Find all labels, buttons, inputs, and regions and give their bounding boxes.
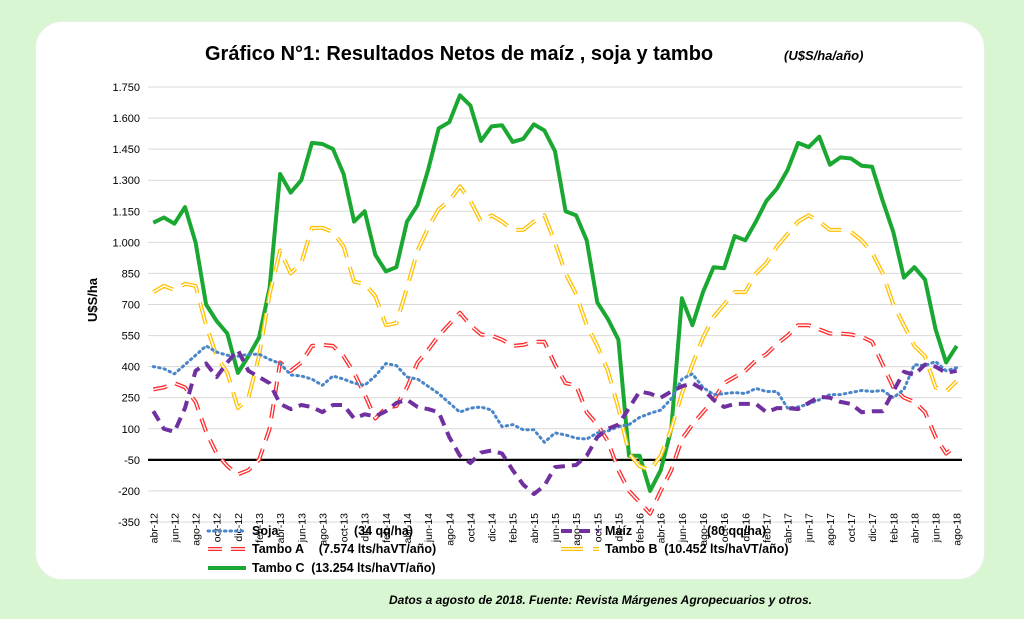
- x-tick-label: ago-17: [825, 513, 837, 546]
- y-tick-label: 1.150: [112, 206, 140, 218]
- legend-detail: (13.254 lts/haVT/año): [311, 561, 435, 575]
- x-tick-label: oct-15: [592, 513, 604, 542]
- y-tick-label: 850: [122, 268, 140, 280]
- y-tick-label: 700: [122, 300, 140, 312]
- y-axis-ticks: -350 -200 -50 100 250 400 550 700 850 1.000 1.150 1…: [112, 82, 140, 529]
- x-tick-label: feb-17: [761, 513, 773, 543]
- y-tick-label: 100: [122, 424, 140, 436]
- x-tick-label: dic-12: [233, 513, 245, 542]
- x-tick-label: oct-14: [465, 513, 477, 542]
- x-tick-label: oct-13: [339, 513, 351, 542]
- x-tick-label: abr-16: [656, 513, 668, 544]
- source-note: Datos a agosto de 2018. Fuente: Revista …: [389, 593, 812, 607]
- series-line-tambo-a: [152, 310, 958, 516]
- x-tick-label: ago-16: [698, 513, 710, 546]
- series-line-inner: [152, 185, 958, 471]
- x-tick-label: jun-14: [423, 513, 435, 543]
- x-tick-label: dic-13: [360, 513, 372, 542]
- x-tick-label: abr-15: [529, 513, 541, 544]
- x-tick-label: abr-18: [909, 513, 921, 544]
- y-tick-label: 1.450: [112, 144, 140, 156]
- x-tick-label: ago-12: [191, 513, 203, 546]
- x-tick-label: feb-18: [888, 513, 900, 543]
- y-tick-label: 550: [122, 331, 140, 343]
- x-tick-label: ago-13: [317, 513, 329, 546]
- x-tick-label: jun-17: [804, 513, 816, 543]
- gridlines: [148, 86, 962, 523]
- x-tick-label: oct-17: [846, 513, 858, 542]
- y-tick-label: 1.000: [112, 237, 140, 249]
- x-tick-label: feb-16: [635, 513, 647, 543]
- chart-panel: [36, 22, 984, 579]
- y-tick-label: -200: [118, 486, 140, 498]
- x-tick-label: dic-17: [867, 513, 879, 542]
- legend-detail: (34 qq/ha): [354, 524, 413, 538]
- x-tick-label: jun-18: [931, 513, 943, 543]
- legend-detail: (10.452 lts/haVT/año): [664, 542, 788, 556]
- y-tick-label: -350: [118, 517, 140, 529]
- x-tick-label: ago-14: [444, 513, 456, 546]
- y-tick-label: 1.300: [112, 175, 140, 187]
- x-tick-label: dic-14: [487, 513, 499, 542]
- legend-detail: (80 qq/ha): [707, 524, 766, 538]
- x-tick-label: oct-16: [719, 513, 731, 542]
- x-axis-ticks: abr-12 jun-12 ago-12 oct-12 dic-12 feb-13 abr-…: [148, 513, 963, 546]
- chart-title: Gráfico N°1: Resultados Netos de maíz , …: [205, 43, 713, 65]
- x-tick-label: ago-15: [571, 513, 583, 546]
- y-tick-label: 400: [122, 362, 140, 374]
- x-tick-label: abr-12: [148, 513, 160, 544]
- x-tick-label: abr-13: [275, 513, 287, 544]
- x-tick-label: dic-15: [613, 513, 625, 542]
- x-tick-label: oct-12: [212, 513, 224, 542]
- series-line-tambo-c: [152, 93, 959, 493]
- x-tick-label: abr-14: [402, 513, 414, 544]
- y-tick-label: 1.750: [112, 82, 140, 94]
- x-tick-label: jun-15: [550, 513, 562, 543]
- x-tick-label: jun-13: [296, 513, 308, 543]
- y-tick-label: 250: [122, 393, 140, 405]
- x-tick-label: feb-15: [508, 513, 520, 543]
- y-tick-label: 1.600: [112, 113, 140, 125]
- legend: Soja (34 qq/ha) Maíz (80 qq/ha) Tambo A (7.57…: [206, 524, 789, 575]
- y-tick-label: -50: [124, 455, 140, 467]
- legend-label: Soja: [252, 524, 279, 538]
- x-tick-label: ago-18: [952, 513, 964, 546]
- series-line-inner: [153, 312, 958, 515]
- x-tick-label: feb-14: [381, 513, 393, 543]
- legend-label: Tambo B: [605, 542, 658, 556]
- x-tick-label: dic-16: [740, 513, 752, 542]
- legend-label: Tambo A: [252, 542, 304, 556]
- legend-detail: (7.574 lts/haVT/año): [319, 542, 436, 556]
- legend-label: Maíz: [605, 524, 632, 538]
- y-axis-label: U$S/ha: [85, 277, 100, 322]
- chart-title-units: (U$S/ha/año): [784, 48, 863, 63]
- series-lines: [151, 93, 959, 516]
- legend-label: Tambo C: [252, 561, 305, 575]
- series-line-maíz: [151, 348, 958, 496]
- x-tick-label: jun-16: [677, 513, 689, 543]
- x-tick-label: abr-17: [783, 513, 795, 544]
- x-tick-label: feb-13: [254, 513, 266, 543]
- x-tick-label: jun-12: [169, 513, 181, 543]
